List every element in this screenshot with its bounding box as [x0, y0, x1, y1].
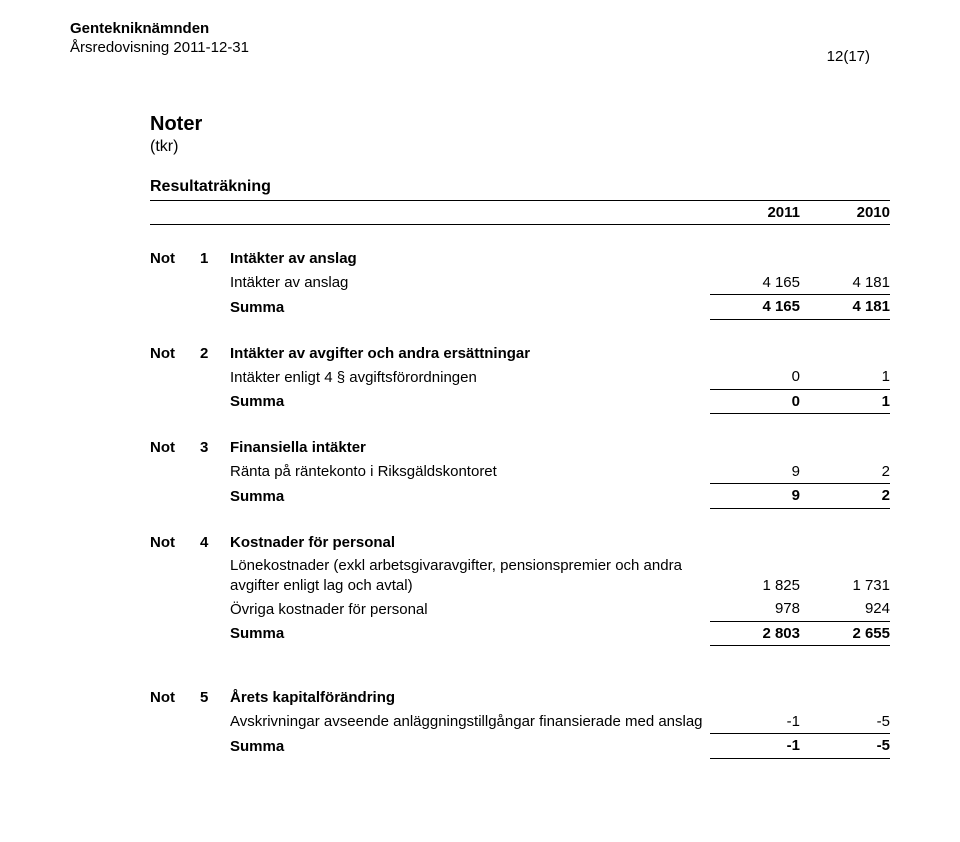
note-title: Kostnader för personal — [230, 531, 710, 555]
row-desc: Intäkter av anslag — [230, 271, 710, 295]
sum-value: -1 — [787, 737, 800, 754]
note-number: 4 — [200, 531, 230, 555]
not-label: Not — [150, 531, 200, 555]
not-label: Not — [150, 686, 200, 710]
row-value: 4 181 — [800, 271, 890, 295]
summa-label: Summa — [230, 299, 284, 316]
note-1-title-row: Not 1 Intäkter av anslag — [150, 247, 890, 271]
year-col-1: 2011 — [710, 200, 800, 225]
spacer — [150, 508, 890, 531]
note-number: 1 — [200, 247, 230, 271]
row-desc: Intäkter enligt 4 § avgiftsförordningen — [230, 365, 710, 389]
section-title: Resultaträkning — [150, 178, 890, 196]
summa-label: Summa — [230, 738, 284, 755]
page-number: 12(17) — [827, 48, 870, 65]
row-value: 978 — [710, 597, 800, 621]
sum-value: 2 655 — [852, 625, 890, 642]
note-title: Finansiella intäkter — [230, 436, 710, 460]
table-row: Intäkter av anslag 4 165 4 181 — [150, 271, 890, 295]
row-value: -5 — [800, 710, 890, 734]
sum-row: Summa 9 2 — [150, 484, 890, 509]
spacer — [150, 646, 890, 687]
summa-label: Summa — [230, 393, 284, 410]
row-value: 0 — [710, 365, 800, 389]
not-label: Not — [150, 436, 200, 460]
sum-value: 0 — [792, 393, 800, 410]
sum-value: 9 — [792, 487, 800, 504]
table-row: Lönekostnader (exkl arbetsgivaravgifter,… — [150, 554, 890, 597]
note-5-title-row: Not 5 Årets kapitalförändring — [150, 686, 890, 710]
summa-label: Summa — [230, 488, 284, 505]
sum-row: Summa 2 803 2 655 — [150, 621, 890, 646]
not-label: Not — [150, 247, 200, 271]
table-row: Intäkter enligt 4 § avgiftsförordningen … — [150, 365, 890, 389]
note-3-title-row: Not 3 Finansiella intäkter — [150, 436, 890, 460]
table-row: Avskrivningar avseende anläggningstillgå… — [150, 710, 890, 734]
row-value: 2 — [800, 460, 890, 484]
row-value: 4 165 — [710, 271, 800, 295]
row-value: -1 — [710, 710, 800, 734]
spacer — [150, 414, 890, 437]
row-value: 1 — [800, 365, 890, 389]
table-row: Övriga kostnader för personal 978 924 — [150, 597, 890, 621]
unit-label: (tkr) — [150, 138, 890, 156]
sum-value: 2 803 — [762, 625, 800, 642]
row-value: 9 — [710, 460, 800, 484]
report-date: Årsredovisning 2011-12-31 — [70, 39, 890, 58]
row-value: 1 731 — [800, 554, 890, 597]
sum-row: Summa 4 165 4 181 — [150, 295, 890, 320]
note-title: Intäkter av avgifter och andra ersättnin… — [230, 342, 710, 366]
sum-value: -5 — [877, 737, 890, 754]
sum-value: 2 — [882, 487, 890, 504]
financial-table: 2011 2010 Not 1 Intäkter av anslag Intäk… — [150, 200, 890, 759]
row-desc: Ränta på räntekonto i Riksgäldskontoret — [230, 460, 710, 484]
row-value: 1 825 — [710, 554, 800, 597]
sum-row: Summa -1 -5 — [150, 734, 890, 759]
content-area: Noter (tkr) Resultaträkning 2011 2010 — [150, 113, 890, 759]
year-header-row: 2011 2010 — [150, 200, 890, 225]
sum-value: 4 181 — [852, 298, 890, 315]
summa-label: Summa — [230, 625, 284, 642]
note-number: 2 — [200, 342, 230, 366]
not-label: Not — [150, 342, 200, 366]
note-number: 5 — [200, 686, 230, 710]
year-col-2: 2010 — [800, 200, 890, 225]
table-row: Ränta på räntekonto i Riksgäldskontoret … — [150, 460, 890, 484]
page-title: Noter — [150, 113, 890, 136]
row-desc: Lönekostnader (exkl arbetsgivaravgifter,… — [230, 554, 710, 597]
note-2-title-row: Not 2 Intäkter av avgifter och andra ers… — [150, 342, 890, 366]
org-name: Gentekniknämnden — [70, 20, 890, 39]
sum-row: Summa 0 1 — [150, 389, 890, 414]
row-desc: Övriga kostnader för personal — [230, 597, 710, 621]
row-desc: Avskrivningar avseende anläggningstillgå… — [230, 710, 710, 734]
note-title: Årets kapitalförändring — [230, 686, 710, 710]
spacer — [150, 225, 890, 248]
note-number: 3 — [200, 436, 230, 460]
row-value: 924 — [800, 597, 890, 621]
note-4-title-row: Not 4 Kostnader för personal — [150, 531, 890, 555]
note-title: Intäkter av anslag — [230, 247, 710, 271]
spacer — [150, 319, 890, 342]
sum-value: 4 165 — [762, 298, 800, 315]
sum-value: 1 — [882, 393, 890, 410]
document-header: Gentekniknämnden Årsredovisning 2011-12-… — [70, 20, 890, 58]
